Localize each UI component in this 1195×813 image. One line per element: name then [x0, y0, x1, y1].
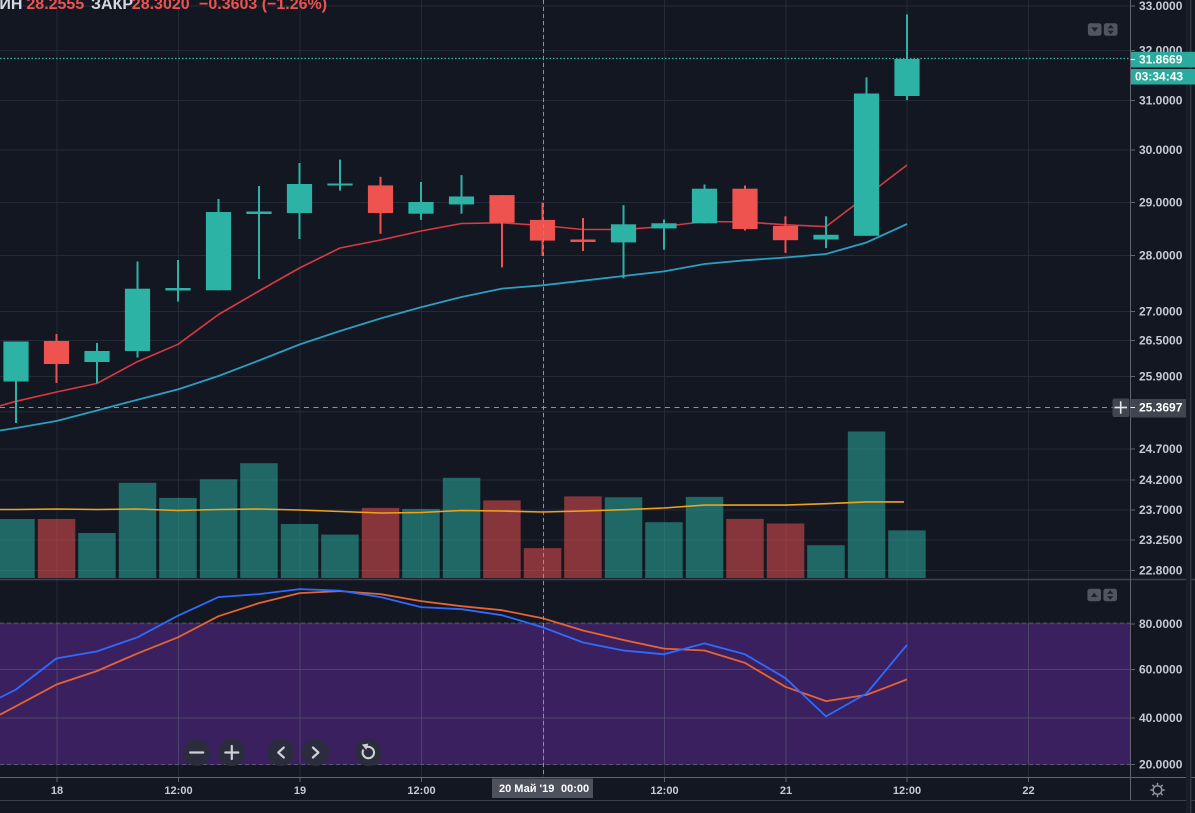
svg-text:25.3697: 25.3697: [1139, 401, 1183, 415]
svg-text:31.0000: 31.0000: [1139, 94, 1183, 108]
svg-text:19: 19: [294, 785, 306, 797]
svg-text:24.2000: 24.2000: [1139, 473, 1183, 487]
svg-text:60.0000: 60.0000: [1139, 663, 1183, 677]
svg-text:29.0000: 29.0000: [1139, 196, 1183, 210]
svg-text:80.0000: 80.0000: [1139, 617, 1183, 631]
svg-text:21: 21: [780, 785, 792, 797]
svg-text:30.0000: 30.0000: [1139, 143, 1183, 157]
svg-text:12:00: 12:00: [164, 785, 192, 797]
svg-text:25.9000: 25.9000: [1139, 370, 1183, 384]
svg-text:20.0000: 20.0000: [1139, 758, 1183, 772]
svg-text:28.0000: 28.0000: [1139, 249, 1183, 263]
svg-text:22: 22: [1022, 785, 1034, 797]
svg-text:27.0000: 27.0000: [1139, 305, 1183, 319]
svg-text:03:34:43: 03:34:43: [1135, 70, 1183, 84]
svg-text:18: 18: [51, 785, 63, 797]
svg-text:23.2500: 23.2500: [1139, 533, 1183, 547]
svg-text:26.5000: 26.5000: [1139, 334, 1183, 348]
svg-text:33.0000: 33.0000: [1139, 0, 1183, 13]
svg-text:12:00: 12:00: [407, 785, 435, 797]
svg-text:00:00: 00:00: [561, 783, 589, 795]
svg-text:20 Май '19: 20 Май '19: [499, 783, 554, 795]
svg-text:22.8000: 22.8000: [1139, 564, 1183, 578]
svg-text:31.8669: 31.8669: [1139, 53, 1183, 67]
svg-text:24.7000: 24.7000: [1139, 442, 1183, 456]
svg-text:12:00: 12:00: [893, 785, 921, 797]
svg-text:23.7000: 23.7000: [1139, 503, 1183, 517]
svg-text:40.0000: 40.0000: [1139, 711, 1183, 725]
svg-text:12:00: 12:00: [650, 785, 678, 797]
